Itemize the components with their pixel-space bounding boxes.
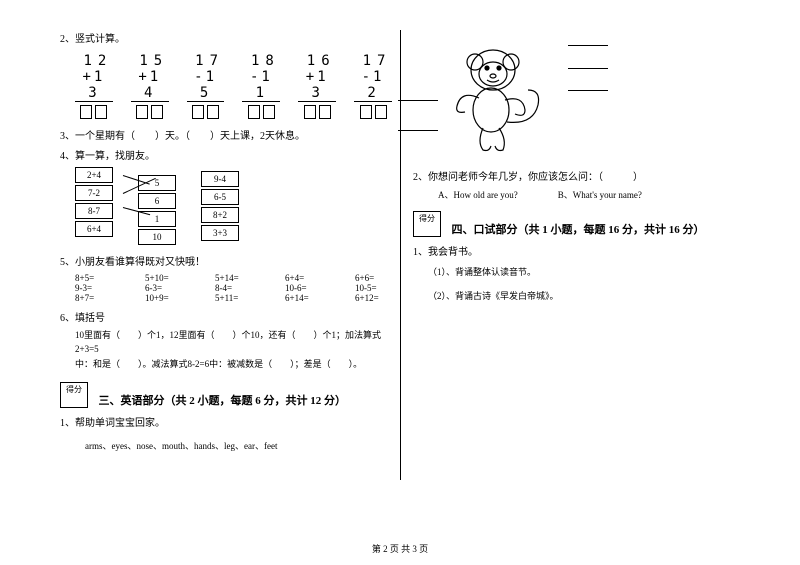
vcalc-problem: 17-1 2 [354, 53, 392, 119]
option-b: B、What's your name? [558, 188, 642, 201]
calc-row: 9-3=6-3=8-4=10-6=10-5= [75, 283, 392, 293]
left-column: 2、竖式计算。 12+1 3 15+1 4 17-1 5 18-1 1 16+1 3 17… [60, 30, 400, 480]
calc-cell: 10+9= [145, 293, 187, 303]
calc-cell: 6+6= [355, 273, 397, 283]
match-cell: 3+3 [201, 225, 239, 241]
match-col-a: 2+4 7-2 8-7 6+4 [75, 167, 113, 245]
vertical-calc-row: 12+1 3 15+1 4 17-1 5 18-1 1 16+1 3 17-1 2 [75, 53, 392, 119]
calc-cell: 5+10= [145, 273, 187, 283]
q6-line1: 10里面有（ ）个1，12里面有（ ）个10，还有（ ）个1；加法算式2+3=5 [75, 329, 392, 356]
calc-cell: 8+7= [75, 293, 117, 303]
kq1-line2: （2）、背诵古诗《早发白帝城》。 [428, 290, 740, 304]
calc-cell: 10-6= [285, 283, 327, 293]
eq2-label: 2、你想问老师今年几岁，你应该怎么问：（ ） [413, 168, 740, 183]
match-cell: 8-7 [75, 203, 113, 219]
page-footer: 第 2 页 共 3 页 [0, 542, 800, 555]
eq1-label: 1、帮助单词宝宝回家。 [60, 414, 392, 429]
section-3-title: 三、英语部分（共 2 小题，每题 6 分，共计 12 分） [99, 395, 347, 407]
calc-cell: 6+14= [285, 293, 327, 303]
q4-label: 4、算一算，找朋友。 [60, 147, 392, 162]
section-4-title: 四、口试部分（共 1 小题，每题 16 分，共计 16 分） [452, 224, 705, 236]
q3-label: 3、一个星期有（ ）天。（ ）天上课，2天休息。 [60, 127, 392, 142]
section-4-header: 得分 四、口试部分（共 1 小题，每题 16 分，共计 16 分） [413, 211, 740, 237]
label-line [568, 90, 608, 91]
match-col-c: 9-4 6-5 8+2 3+3 [201, 171, 239, 245]
calc-cell: 8+5= [75, 273, 117, 283]
monkey-illustration [433, 30, 573, 160]
label-line [568, 45, 608, 46]
match-cell: 8+2 [201, 207, 239, 223]
calc-cell: 6-3= [145, 283, 187, 293]
matching-diagram: 2+4 7-2 8-7 6+4 56110 9-4 6-5 8+2 3+3 [75, 167, 392, 245]
calc-cell: 8-4= [215, 283, 257, 293]
calc-cell: 5+14= [215, 273, 257, 283]
calc-cell: 9-3= [75, 283, 117, 293]
match-cell: 10 [138, 229, 176, 245]
vcalc-problem: 15+1 4 [131, 53, 169, 119]
label-line [398, 100, 438, 101]
calc-row: 8+5=5+10=5+14=6+4=6+6= [75, 273, 392, 283]
q5-label: 5、小朋友看谁算得既对又快哦！ [60, 253, 392, 268]
match-cell: 6 [138, 193, 176, 209]
score-box: 得分 [413, 211, 441, 237]
vcalc-problem: 16+1 3 [298, 53, 336, 119]
calc-grid: 8+5=5+10=5+14=6+4=6+6=9-3=6-3=8-4=10-6=1… [75, 273, 392, 303]
section-3-header: 得分 三、英语部分（共 2 小题，每题 6 分，共计 12 分） [60, 382, 392, 408]
vcalc-problem: 18-1 1 [242, 53, 280, 119]
right-column: 2、你想问老师今年几岁，你应该怎么问：（ ） A、How old are you… [400, 30, 740, 480]
calc-cell: 6+12= [355, 293, 397, 303]
calc-cell: 10-5= [355, 283, 397, 293]
kq1-line1: （1）、背诵整体认读音节。 [428, 266, 740, 280]
vcalc-problem: 17-1 5 [187, 53, 225, 119]
eq2-options: A、How old are you? B、What's your name? [438, 188, 740, 201]
match-col-b: 56110 [138, 175, 176, 245]
match-cell: 7-2 [75, 185, 113, 201]
score-box: 得分 [60, 382, 88, 408]
calc-cell: 6+4= [285, 273, 327, 283]
match-cell: 2+4 [75, 167, 113, 183]
q6-line2: 中：和是（ ）。减法算式8-2=6中：被减数是（ ）；差是（ ）。 [75, 358, 392, 372]
vcalc-problem: 12+1 3 [75, 53, 113, 119]
option-a: A、How old are you? [438, 188, 518, 201]
q2-label: 2、竖式计算。 [60, 30, 392, 45]
calc-row: 8+7=10+9=5+11=6+14=6+12= [75, 293, 392, 303]
kq1-label: 1、我会背书。 [413, 243, 740, 258]
label-line [568, 68, 608, 69]
calc-cell: 5+11= [215, 293, 257, 303]
label-line [398, 130, 438, 131]
q6-label: 6、填括号 [60, 309, 392, 324]
word-list: arms、eyes、nose、mouth、hands、leg、ear、feet [85, 439, 392, 452]
match-cell: 6+4 [75, 221, 113, 237]
match-cell: 9-4 [201, 171, 239, 187]
match-cell: 6-5 [201, 189, 239, 205]
